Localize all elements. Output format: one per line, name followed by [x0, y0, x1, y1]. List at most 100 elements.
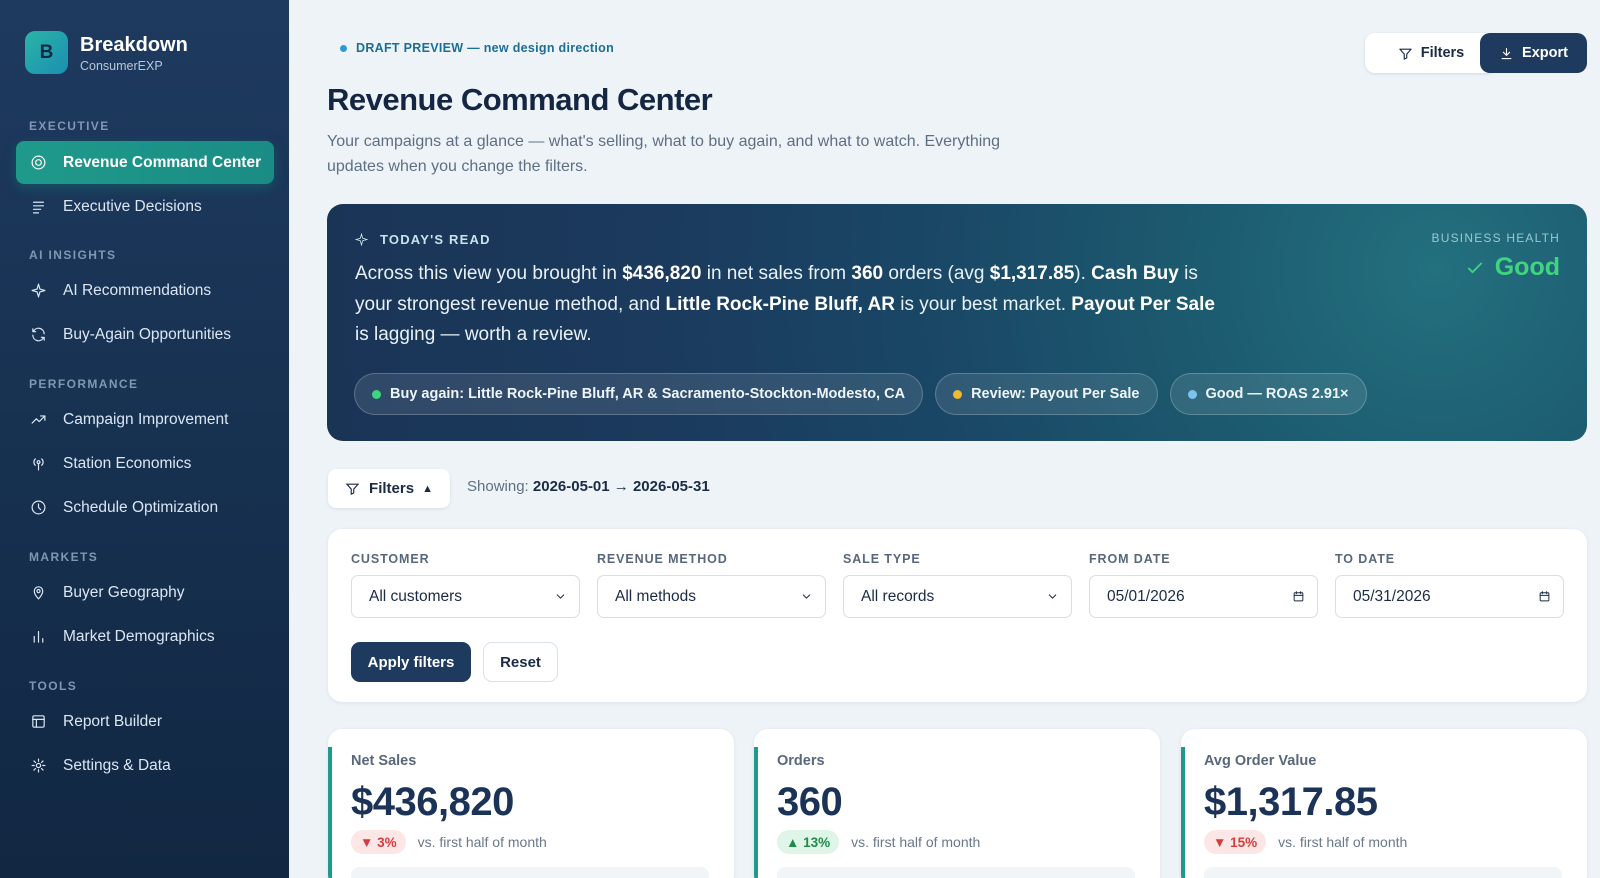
- chip-dot: [1187, 389, 1197, 399]
- revenue-method-select[interactable]: All methods: [597, 575, 826, 618]
- to-date-label: TO DATE: [1335, 552, 1396, 566]
- sidebar-item-station-economics[interactable]: Station Economics: [16, 442, 274, 485]
- nav-section-tools: TOOLS: [29, 679, 78, 693]
- trending-up-icon: [29, 411, 47, 429]
- customer-select-value: All customers: [369, 587, 463, 605]
- nav-section-performance: PERFORMANCE: [29, 377, 139, 391]
- apply-filters-button[interactable]: Apply filters: [351, 642, 471, 682]
- sidebar-item-buy-again-opportunities[interactable]: Buy-Again Opportunities: [16, 313, 274, 356]
- chip-dot: [372, 389, 381, 399]
- todays-read-summary: Across this view you brought in $436,820…: [355, 263, 1215, 345]
- nav-section-ai-insights: AI INSIGHTS: [29, 248, 117, 262]
- sale-type-field: SALE TYPE All records: [843, 552, 1072, 618]
- sidebar-item-campaign-improvement[interactable]: Campaign Improvement: [16, 398, 274, 441]
- sidebar-item-label: AI Recommendations: [63, 281, 212, 299]
- todays-read-card: TODAY'S READ Across this view you brough…: [327, 204, 1587, 441]
- kpi-compare-text: vs. first half of month: [417, 834, 547, 850]
- reset-button[interactable]: Reset: [483, 642, 558, 682]
- business-health-label: BUSINESS HEALTH: [1431, 231, 1560, 245]
- kpi-delta: ▲ 13% vs. first half of month: [777, 830, 980, 854]
- kpi-footer: [351, 867, 709, 878]
- chevron-down-icon: [1048, 594, 1057, 599]
- showing-label: Showing:: [467, 478, 529, 495]
- kpi-accent-bar: [328, 747, 332, 878]
- status-dot: [340, 44, 347, 52]
- showing-range: 2026-05-01 → 2026-05-31: [532, 478, 710, 495]
- calendar-icon[interactable]: [1538, 590, 1551, 603]
- from-date-label: FROM DATE: [1089, 552, 1171, 566]
- sidebar-item-market-demographics[interactable]: Market Demographics: [16, 615, 274, 658]
- sidebar-item-label: Report Builder: [63, 712, 163, 730]
- revenue-method-select-value: All methods: [615, 587, 696, 605]
- kpi-card-orders: Orders 360 ▲ 13% vs. first half of month: [754, 729, 1160, 878]
- summary-top-method: Cash Buy: [1091, 263, 1179, 284]
- sidebar-item-label: Settings & Data: [63, 756, 171, 774]
- sparkle-icon: [29, 282, 47, 300]
- kpi-value: 360: [777, 780, 843, 824]
- chip-roas[interactable]: Good — ROAS 2.91×: [1169, 373, 1367, 415]
- clock-icon: [29, 499, 47, 517]
- kpi-accent-bar: [1181, 747, 1185, 878]
- to-date-input[interactable]: 05/31/2026: [1335, 575, 1564, 618]
- check-icon: [1467, 261, 1483, 273]
- caret-up-icon: ▲: [422, 482, 433, 495]
- kpi-delta: ▼ 3% vs. first half of month: [351, 830, 547, 854]
- sidebar-item-label: Schedule Optimization: [63, 498, 219, 516]
- page-description: Your campaigns at a glance — what's sell…: [327, 133, 1001, 175]
- customer-label: CUSTOMER: [351, 552, 430, 566]
- chip-dot: [953, 389, 963, 399]
- draft-preview-label: DRAFT PREVIEW — new design direction: [340, 41, 614, 55]
- sale-type-select[interactable]: All records: [843, 575, 1072, 618]
- sidebar-item-label: Market Demographics: [63, 627, 215, 645]
- sidebar-item-settings-data[interactable]: Settings & Data: [16, 744, 274, 787]
- sidebar-item-revenue-command-center[interactable]: Revenue Command Center: [16, 141, 274, 184]
- delta-badge-up: ▲ 13%: [777, 830, 840, 854]
- list-icon: [29, 198, 47, 216]
- sidebar-item-report-builder[interactable]: Report Builder: [16, 700, 274, 743]
- sidebar-item-label: Station Economics: [63, 454, 192, 472]
- insight-chips: Buy again: Little Rock-Pine Bluff, AR & …: [354, 373, 1379, 415]
- customer-select[interactable]: All customers: [351, 575, 580, 618]
- filters-toggle[interactable]: Filters ▲: [328, 469, 450, 508]
- download-icon: [1501, 47, 1512, 59]
- nav-section-executive: EXECUTIVE: [29, 119, 110, 133]
- brand-name: Breakdown: [80, 33, 188, 56]
- summary-lagging-metric: Payout Per Sale: [1071, 293, 1215, 315]
- sale-type-label: SALE TYPE: [843, 552, 921, 566]
- chevron-down-icon: [802, 594, 811, 599]
- sidebar-item-executive-decisions[interactable]: Executive Decisions: [16, 185, 274, 228]
- map-pin-icon: [29, 584, 47, 602]
- sale-type-select-value: All records: [861, 587, 935, 605]
- layout-icon: [29, 713, 47, 731]
- sidebar-item-buyer-geography[interactable]: Buyer Geography: [16, 571, 274, 614]
- export-button[interactable]: Export: [1480, 33, 1587, 73]
- nav-section-markets: MARKETS: [29, 550, 99, 564]
- chip-buy-again[interactable]: Buy again: Little Rock-Pine Bluff, AR & …: [354, 373, 924, 415]
- revenue-method-label: REVENUE METHOD: [597, 552, 728, 566]
- kpi-card-avg-order-value: Avg Order Value $1,317.85 ▼ 15% vs. firs…: [1181, 729, 1587, 878]
- export-button-label: Export: [1522, 45, 1568, 61]
- sparkle-icon: [355, 233, 368, 246]
- summary-orders: 360: [851, 263, 884, 284]
- revenue-method-field: REVENUE METHOD All methods: [597, 552, 826, 618]
- from-date-input[interactable]: 05/01/2026: [1089, 575, 1318, 618]
- chip-review[interactable]: Review: Payout Per Sale: [935, 373, 1158, 415]
- brand-logo: B: [25, 31, 68, 74]
- sidebar-item-label: Executive Decisions: [63, 197, 202, 215]
- filters-button[interactable]: Filters: [1365, 33, 1497, 73]
- kpi-compare-text: vs. first half of month: [851, 834, 981, 850]
- todays-read-label-text: TODAY'S READ: [380, 232, 491, 247]
- calendar-icon[interactable]: [1292, 590, 1305, 603]
- to-date-value: 05/31/2026: [1353, 587, 1431, 605]
- sidebar-item-schedule-optimization[interactable]: Schedule Optimization: [16, 486, 274, 529]
- sidebar-item-ai-recommendations[interactable]: AI Recommendations: [16, 269, 274, 312]
- brand[interactable]: B Breakdown ConsumerEXP: [25, 31, 188, 74]
- kpi-accent-bar: [754, 747, 758, 878]
- from-date-field: FROM DATE 05/01/2026: [1089, 552, 1318, 618]
- page-title: Revenue Command Center: [327, 82, 713, 117]
- sidebar-item-label: Buy-Again Opportunities: [63, 325, 232, 343]
- kpi-footer: [777, 867, 1135, 878]
- brand-subtitle: ConsumerEXP: [80, 58, 163, 73]
- chip-label: Review: Payout Per Sale: [971, 386, 1140, 402]
- kpi-label: Orders: [777, 753, 825, 769]
